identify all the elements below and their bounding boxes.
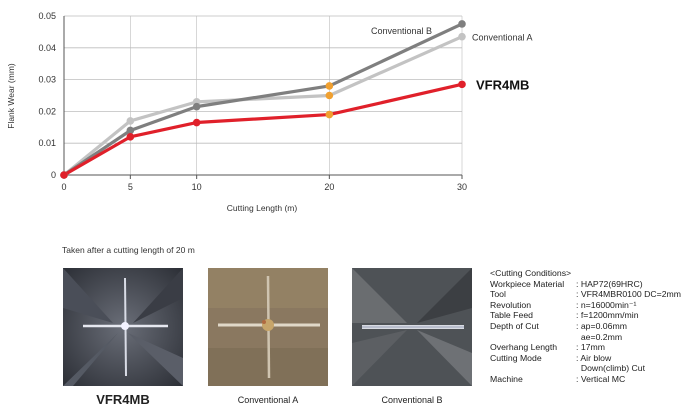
series-label-conventional-a: Conventional A bbox=[472, 33, 533, 43]
data-point bbox=[458, 32, 466, 41]
data-point bbox=[458, 20, 466, 28]
x-tick-label: 30 bbox=[457, 182, 467, 192]
x-tick-label: 5 bbox=[128, 182, 133, 192]
data-point bbox=[325, 91, 334, 100]
data-point bbox=[325, 82, 334, 90]
y-tick-label: 0.01 bbox=[38, 138, 56, 148]
photo-conventional-a bbox=[208, 268, 328, 386]
data-point bbox=[126, 126, 135, 135]
x-tick-label: 20 bbox=[324, 182, 334, 192]
condition-row: Tool : VFR4MBR0100 DC=2mm bbox=[490, 289, 681, 300]
cutting-conditions: <Cutting Conditions> Workpiece Material:… bbox=[490, 268, 681, 385]
y-tick-label: 0.02 bbox=[38, 106, 56, 116]
data-point bbox=[126, 133, 135, 141]
series-label-vfr4mb: VFR4MB bbox=[476, 77, 529, 92]
condition-key: Table Feed bbox=[490, 310, 533, 321]
y-tick-label: 0.04 bbox=[38, 43, 56, 53]
photo-label-conventional-a: Conventional A bbox=[237, 395, 299, 405]
condition-row: Table Feed : f=1200mm/min bbox=[490, 310, 681, 321]
photo-conventional-b bbox=[352, 268, 472, 386]
condition-row: Cutting Mode : Air blow bbox=[490, 353, 681, 364]
photo-vfr4mb bbox=[63, 268, 183, 386]
condition-value: Down(climb) Cut bbox=[576, 363, 646, 374]
condition-row: Workpiece Material : HAP72(69HRC) bbox=[490, 279, 681, 290]
series-label-conventional-b: Conventional B bbox=[371, 26, 432, 36]
series-line-0 bbox=[62, 35, 463, 177]
data-point bbox=[192, 118, 201, 127]
photo-note: Taken after a cutting length of 20 m bbox=[62, 245, 195, 255]
y-tick-label: 0.05 bbox=[38, 11, 56, 21]
condition-value: : Air blow bbox=[576, 352, 612, 363]
condition-value: : 17mm bbox=[576, 342, 605, 353]
flank-wear-chart: 0 0.01 0.02 0.03 0.04 0.05 0 5 10 20 30 Conventio… bbox=[6, 11, 533, 213]
condition-value: : Vertical MC bbox=[576, 373, 626, 384]
y-tick-label: 0.03 bbox=[38, 75, 56, 85]
condition-key: Revolution bbox=[490, 299, 532, 310]
condition-row: Machine : Vertical MC bbox=[490, 374, 681, 385]
data-point bbox=[192, 102, 201, 111]
condition-value: : VFR4MBR0100 DC=2mm bbox=[576, 289, 682, 300]
photo-label-vfr4mb: VFR4MB bbox=[96, 392, 150, 407]
y-tick-labels: 0 0.01 0.02 0.03 0.04 0.05 bbox=[38, 11, 56, 180]
data-point bbox=[126, 117, 135, 125]
condition-key: Workpiece Material bbox=[490, 278, 565, 289]
condition-key: Cutting Mode bbox=[490, 352, 542, 363]
condition-key bbox=[490, 332, 576, 343]
y-tick-label: 0 bbox=[51, 170, 56, 180]
data-point bbox=[458, 80, 466, 89]
condition-row: Revolution : n=16000min⁻¹ bbox=[490, 300, 681, 311]
condition-key: Depth of Cut bbox=[490, 320, 539, 331]
x-tick-label: 0 bbox=[61, 182, 66, 192]
condition-value: ae=0.2mm bbox=[576, 331, 623, 342]
y-axis-label: Flank Wear (mm) bbox=[6, 63, 16, 129]
data-point bbox=[325, 110, 334, 119]
x-axis-label: Cutting Length (m) bbox=[227, 203, 298, 213]
series-group bbox=[60, 20, 466, 179]
data-point bbox=[60, 171, 68, 179]
condition-row: Down(climb) Cut bbox=[490, 363, 681, 374]
condition-key: Machine bbox=[490, 373, 523, 384]
condition-row: ae=0.2mm bbox=[490, 332, 681, 343]
x-tick-labels: 0 5 10 20 30 bbox=[61, 182, 467, 192]
condition-value: : n=16000min⁻¹ bbox=[576, 299, 637, 310]
condition-row: Depth of Cut : ap=0.06mm bbox=[490, 321, 681, 332]
condition-key bbox=[490, 363, 576, 374]
condition-key: Tool bbox=[490, 289, 506, 300]
photo-label-conventional-b: Conventional B bbox=[381, 395, 443, 405]
condition-value: : ap=0.06mm bbox=[576, 320, 627, 331]
condition-value: : HAP72(69HRC) bbox=[576, 278, 643, 289]
conditions-title: <Cutting Conditions> bbox=[490, 268, 572, 278]
series-labels: Conventional A Conventional B VFR4MB bbox=[371, 26, 533, 92]
condition-row: Overhang Length : 17mm bbox=[490, 342, 681, 353]
condition-value: : f=1200mm/min bbox=[576, 310, 639, 321]
condition-key: Overhang Length bbox=[490, 342, 558, 353]
x-tick-label: 10 bbox=[192, 182, 202, 192]
